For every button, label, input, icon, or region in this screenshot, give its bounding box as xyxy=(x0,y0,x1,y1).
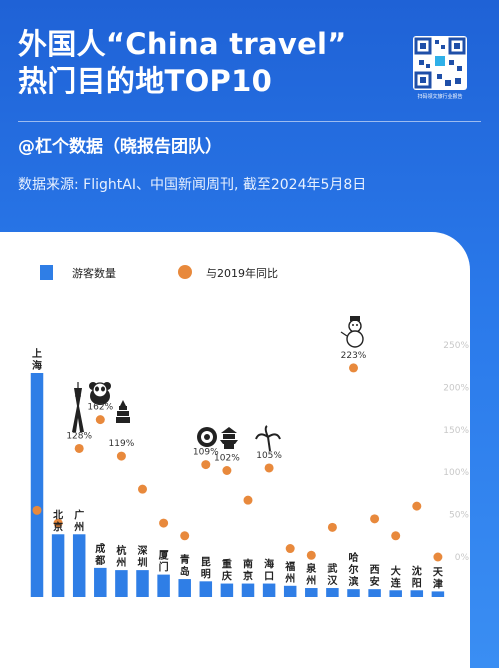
yoy-dot-上海 xyxy=(32,505,42,515)
pagoda-icon xyxy=(116,400,130,423)
city-label-天津: 天津 xyxy=(433,566,444,590)
yoy-dot-重庆 xyxy=(222,466,232,476)
yoy-dot-杭州 xyxy=(116,451,126,461)
yoy-dot-泉州 xyxy=(306,550,316,560)
bar-大连 xyxy=(389,590,402,597)
city-label-杭州: 杭州 xyxy=(115,544,126,569)
city-label-泉州: 泉州 xyxy=(305,562,317,587)
city-label-海口: 海口 xyxy=(264,558,274,583)
bar-南京 xyxy=(241,583,255,597)
bar-昆明 xyxy=(199,581,213,597)
bar-武汉 xyxy=(326,588,339,597)
data-label-杭州: 119% xyxy=(109,439,135,449)
page-title: 外国人“China travel” 热门目的地TOP10 xyxy=(18,26,347,100)
yoy-dot-成都 xyxy=(95,415,105,425)
bar-杭州 xyxy=(115,570,128,597)
yoy-dot-西安 xyxy=(370,514,380,524)
bar-上海 xyxy=(30,373,44,597)
canton-tower-icon xyxy=(72,382,84,432)
city-label-昆明: 昆明 xyxy=(201,556,211,580)
data-label-哈尔滨: 223% xyxy=(341,351,367,361)
y-tick-label: 150% xyxy=(443,426,469,436)
y-tick-label: 100% xyxy=(443,468,469,478)
legend-bar-swatch xyxy=(40,265,53,280)
data-label-重庆: 102% xyxy=(214,454,240,464)
data-source: 数据来源: FlightAI、中国新闻周刊, 截至2024年5月8日 xyxy=(18,177,367,193)
city-label-哈尔滨: 哈尔滨 xyxy=(348,551,359,588)
data-label-成都: 162% xyxy=(87,403,113,413)
bar-海口 xyxy=(262,583,276,597)
peony-icon xyxy=(197,427,217,447)
yoy-dot-厦门 xyxy=(159,518,169,528)
legend-dot-swatch xyxy=(178,265,192,279)
yoy-dot-青岛 xyxy=(180,531,190,541)
yoy-dot-沈阳 xyxy=(412,501,422,511)
bar-福州 xyxy=(283,585,297,597)
bar-青岛 xyxy=(178,579,191,597)
yoy-dot-深圳 xyxy=(138,484,147,494)
city-label-成都: 成都 xyxy=(94,542,105,567)
qr-caption: 扫码领文旅行业报告 xyxy=(417,94,463,100)
city-label-沈阳: 沈阳 xyxy=(412,564,422,589)
hongyadong-icon xyxy=(220,427,238,449)
city-label-重庆: 重庆 xyxy=(221,558,232,583)
yoy-dot-大连 xyxy=(391,531,401,541)
yoy-dot-昆明 xyxy=(201,460,211,470)
bar-哈尔滨 xyxy=(347,589,360,597)
city-label-北京: 北京 xyxy=(53,508,63,533)
data-label-海口: 105% xyxy=(256,451,282,461)
bar-广州 xyxy=(72,534,86,597)
bar-西安 xyxy=(368,589,381,597)
yoy-dot-广州 xyxy=(74,443,84,453)
city-label-南京: 南京 xyxy=(243,558,253,583)
city-label-福州: 福州 xyxy=(284,560,295,585)
bar-重庆 xyxy=(220,583,234,597)
yoy-dot-海口 xyxy=(264,463,274,473)
bar-北京 xyxy=(51,534,65,597)
y-tick-label: 250% xyxy=(443,341,469,351)
yoy-dot-天津 xyxy=(433,552,443,562)
city-label-西安: 西安 xyxy=(370,564,380,588)
legend-bar-label: 游客数量 xyxy=(72,266,116,280)
divider xyxy=(18,121,481,122)
city-label-青岛: 青岛 xyxy=(180,553,190,578)
yoy-dot-南京 xyxy=(243,495,253,505)
title-line-1: 外国人“China travel” xyxy=(18,27,347,61)
city-label-深圳: 深圳 xyxy=(138,544,148,569)
snowman-icon xyxy=(340,316,364,348)
city-label-武汉: 武汉 xyxy=(327,562,338,587)
legend-dot-label: 与2019年同比 xyxy=(206,266,278,280)
y-tick-label: 200% xyxy=(443,383,469,393)
y-tick-label: 0% xyxy=(455,553,470,563)
city-label-广州: 广州 xyxy=(73,508,84,533)
yoy-dot-福州 xyxy=(285,544,295,554)
palm-tree-icon xyxy=(255,425,281,452)
qr-code-icon xyxy=(413,36,467,90)
bar-天津 xyxy=(431,591,445,597)
title-line-2: 热门目的地TOP10 xyxy=(18,64,273,98)
bar-厦门 xyxy=(157,574,170,597)
bar-泉州 xyxy=(305,588,318,597)
data-label-昆明: 109% xyxy=(193,448,219,458)
yoy-dot-北京 xyxy=(53,518,63,528)
bar-深圳 xyxy=(136,570,149,597)
city-label-上海: 上海 xyxy=(32,347,42,372)
bar-沈阳 xyxy=(410,590,424,597)
city-label-大连: 大连 xyxy=(391,564,402,589)
yoy-dot-哈尔滨 xyxy=(349,363,358,373)
city-label-厦门: 厦门 xyxy=(159,550,170,574)
panda-icon xyxy=(89,382,111,405)
author-credit: @杠个数据（晓报告团队） xyxy=(18,137,222,157)
y-tick-label: 50% xyxy=(449,511,469,521)
yoy-dot-武汉 xyxy=(327,522,337,532)
bar-成都 xyxy=(94,567,107,597)
data-label-广州: 128% xyxy=(66,431,92,441)
